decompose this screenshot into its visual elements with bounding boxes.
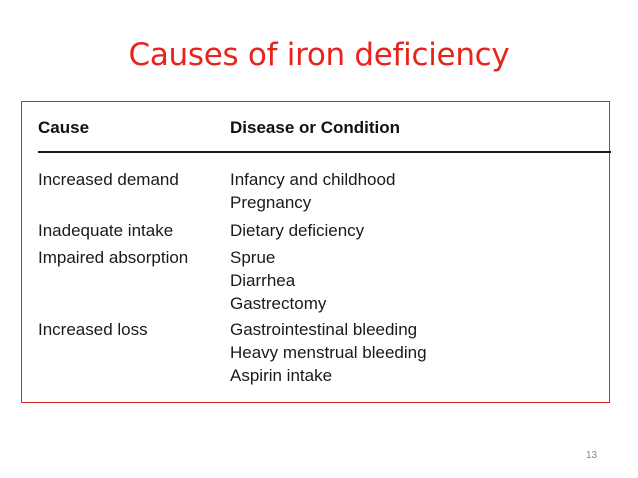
header-condition: Disease or Condition [230, 118, 401, 137]
condition-item: Gastrointestinal bleeding [230, 320, 418, 339]
cause-cell: Increased demand [38, 170, 179, 189]
slide-title: Causes of iron deficiency [128, 37, 510, 73]
header-divider [38, 151, 611, 153]
condition-item: Aspirin intake [230, 366, 333, 385]
condition-list: Infancy and childhood Pregnancy [230, 168, 395, 214]
condition-list: Sprue Diarrhea Gastrectomy [230, 246, 326, 315]
condition-item: Sprue [230, 248, 276, 267]
page-number: 13 [586, 450, 598, 461]
condition-item: Heavy menstrual bleeding [230, 343, 427, 362]
condition-item: Infancy and childhood [230, 170, 396, 189]
causes-table: Cause Disease or Condition Increased dem… [21, 101, 611, 403]
condition-list: Dietary deficiency [230, 219, 364, 242]
condition-list: Gastrointestinal bleeding Heavy menstrua… [230, 318, 427, 387]
condition-item: Pregnancy [230, 193, 312, 212]
header-cause: Cause [38, 118, 90, 137]
cause-cell: Impaired absorption [38, 248, 189, 267]
condition-item: Diarrhea [230, 271, 296, 290]
cause-cell: Inadequate intake [38, 221, 174, 240]
condition-item: Gastrectomy [230, 294, 327, 313]
table-header: Cause Disease or Condition [38, 118, 610, 142]
cause-cell: Increased loss [38, 320, 148, 339]
condition-item: Dietary deficiency [230, 221, 365, 240]
